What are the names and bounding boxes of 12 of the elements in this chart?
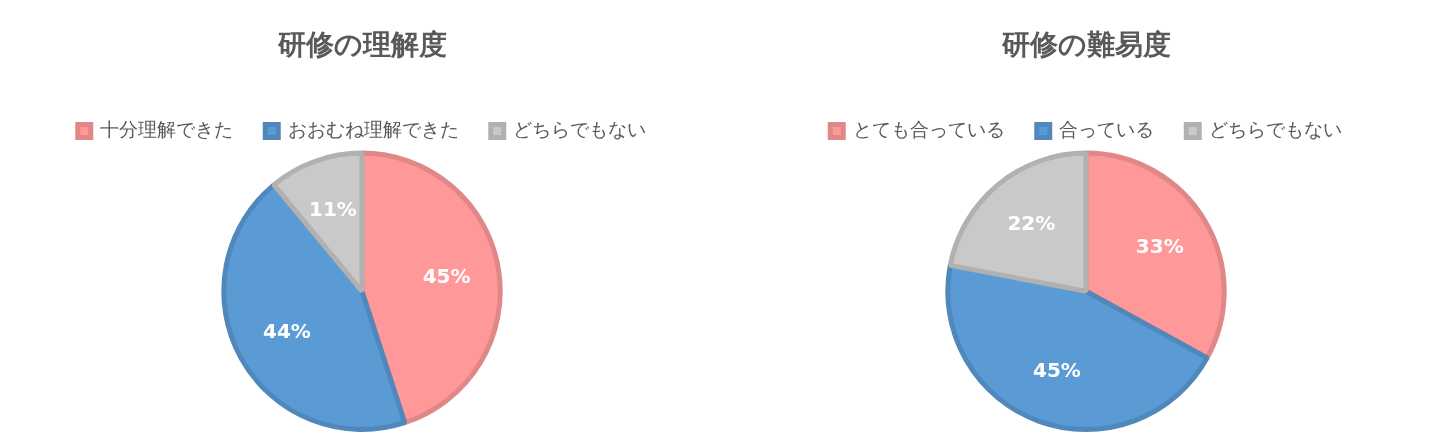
data-label: 45% [422, 264, 471, 289]
data-label: 44% [262, 318, 311, 343]
legend-label: どちらでもない [513, 118, 647, 141]
legend-label: どちらでもない [1208, 118, 1342, 141]
legend-label: 十分理解できた [100, 118, 234, 141]
data-label: 45% [1033, 358, 1081, 383]
legend-label: とても合っている [852, 118, 1005, 141]
data-label: 33% [1135, 233, 1184, 258]
legend-label: おおむね理解できた [287, 118, 459, 141]
legend-label: 合っている [1059, 118, 1155, 141]
chart-title: 研修の理解度 [276, 28, 447, 62]
chart-title: 研修の難易度 [1000, 28, 1171, 62]
